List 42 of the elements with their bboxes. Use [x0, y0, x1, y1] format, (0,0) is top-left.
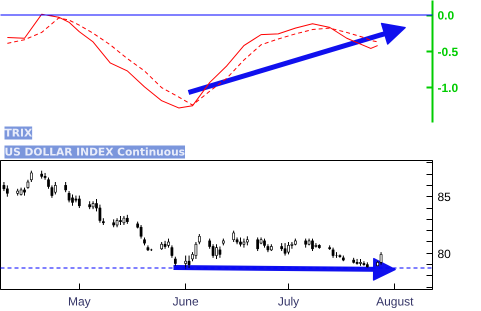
- candlestick: [256, 236, 260, 252]
- candlestick: [232, 230, 236, 242]
- candlestick: [167, 238, 170, 248]
- candlestick: [126, 214, 129, 224]
- candlestick: [332, 247, 334, 258]
- candlestick: [54, 182, 57, 195]
- candlestick: [68, 190, 70, 203]
- candlestick: [380, 252, 382, 266]
- candlestick: [170, 244, 174, 258]
- y-tick-label: -0.5: [438, 44, 459, 59]
- x-tick-label: July: [278, 294, 300, 308]
- candlestick: [287, 241, 290, 255]
- x-tick-label: August: [376, 294, 414, 308]
- candlestick: [64, 182, 68, 193]
- candlestick: [311, 238, 314, 252]
- candlestick: [71, 194, 74, 206]
- candlestick: [239, 236, 242, 247]
- candlestick: [198, 234, 201, 245]
- candlestick: [122, 215, 126, 226]
- candlestick: [215, 244, 218, 260]
- candlestick: [218, 246, 222, 258]
- candlestick: [304, 238, 308, 248]
- candlestick: [116, 218, 118, 228]
- candlestick: [263, 238, 266, 248]
- y-tick-label: 0.0: [438, 8, 455, 23]
- candlestick: [140, 224, 142, 240]
- text: TRIX: [4, 126, 32, 140]
- y-tick-label: 80: [438, 246, 452, 261]
- candlestick: [78, 195, 81, 209]
- candlestick: [188, 255, 190, 268]
- y-tick-label: -1.0: [438, 81, 459, 96]
- y-tick-label: 85: [438, 190, 452, 204]
- candlestick: [119, 215, 122, 226]
- candlestick: [284, 242, 286, 256]
- x-tick-label: June: [172, 294, 199, 308]
- candlestick: [174, 256, 177, 266]
- candlestick: [194, 241, 198, 260]
- chart-title: US DOLLAR INDEX Continuous: [4, 146, 186, 158]
- candlestick: [242, 238, 246, 248]
- candlestick: [246, 236, 249, 246]
- x-tick-label: May: [68, 294, 91, 308]
- candlestick: [184, 255, 188, 270]
